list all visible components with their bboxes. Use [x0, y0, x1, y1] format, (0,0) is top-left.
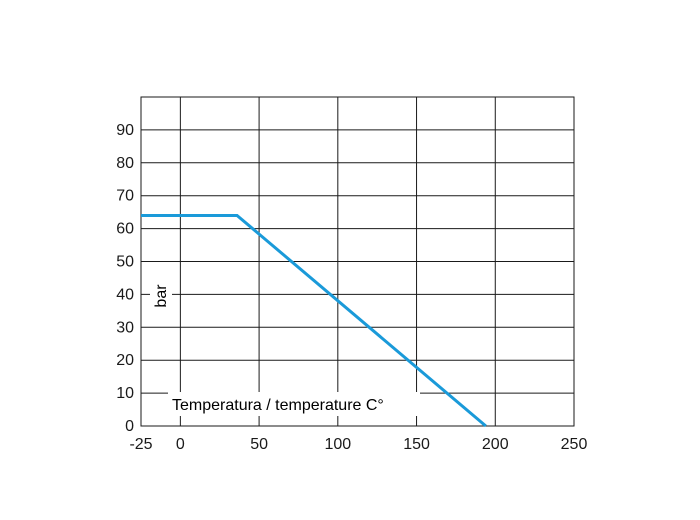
y-tick-label: 40	[116, 286, 134, 303]
x-axis-label: Temperatura / temperature C°	[172, 397, 384, 414]
x-tick-label: 50	[250, 436, 268, 453]
x-tick-label: 150	[403, 436, 430, 453]
y-tick-label: 30	[116, 319, 134, 336]
y-tick-label: 20	[116, 352, 134, 369]
x-axis-label-background	[168, 392, 420, 416]
x-tick-label: 200	[482, 436, 509, 453]
y-tick-label: 80	[116, 155, 134, 172]
plot-frame	[140, 96, 575, 427]
y-axis-label-background	[150, 280, 172, 312]
y-axis-label: bar	[153, 284, 170, 308]
x-tick-label: -25	[129, 436, 152, 453]
y-tick-label: 50	[116, 254, 134, 271]
series-group	[141, 213, 487, 428]
grid	[141, 97, 574, 426]
x-tick-label: 0	[176, 436, 185, 453]
y-tick-label: 70	[116, 188, 134, 205]
y-tick-label: 0	[125, 418, 134, 435]
series-line	[141, 213, 487, 428]
y-tick-label: 90	[116, 122, 134, 139]
y-tick-label: 60	[116, 221, 134, 238]
y-tick-labels: 0 10 20 30 40 50 60 70 80 90	[116, 122, 134, 435]
y-tick-label: 10	[116, 385, 134, 402]
x-tick-label: 250	[561, 436, 588, 453]
x-tick-label: 100	[324, 436, 351, 453]
x-tick-labels: -25 0 50 100 150 200 250	[129, 436, 587, 453]
